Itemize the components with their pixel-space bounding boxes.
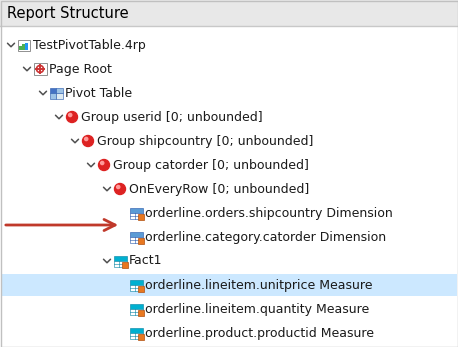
Bar — [137, 237, 143, 244]
Bar — [130, 213, 142, 219]
Bar — [137, 213, 143, 220]
Text: Group catorder [0; unbounded]: Group catorder [0; unbounded] — [113, 159, 309, 171]
Circle shape — [98, 160, 109, 170]
Bar — [114, 255, 126, 261]
Text: TestPivotTable.4rp: TestPivotTable.4rp — [33, 39, 146, 51]
Circle shape — [114, 184, 125, 195]
Bar — [114, 261, 126, 266]
Bar — [0, 0, 458, 26]
Bar — [19, 46, 22, 50]
Circle shape — [101, 161, 104, 164]
Bar — [137, 286, 143, 291]
Text: orderline.product.productid Measure: orderline.product.productid Measure — [145, 327, 374, 339]
Bar — [130, 328, 142, 333]
Bar — [130, 231, 142, 237]
Bar — [121, 262, 127, 268]
Text: OnEveryRow [0; unbounded]: OnEveryRow [0; unbounded] — [129, 183, 309, 195]
Circle shape — [117, 185, 120, 189]
Text: Report Structure: Report Structure — [7, 6, 129, 20]
Text: orderline.lineitem.unitprice Measure: orderline.lineitem.unitprice Measure — [145, 279, 372, 291]
Text: orderline.orders.shipcountry Dimension: orderline.orders.shipcountry Dimension — [145, 206, 393, 220]
Bar — [22, 44, 25, 50]
Circle shape — [69, 113, 72, 117]
Bar — [130, 237, 142, 243]
Circle shape — [82, 135, 93, 146]
Bar — [1, 274, 457, 296]
Bar — [130, 309, 142, 314]
Bar — [49, 87, 56, 93]
Text: Group shipcountry [0; unbounded]: Group shipcountry [0; unbounded] — [97, 135, 313, 147]
Bar — [49, 93, 56, 99]
Bar — [137, 310, 143, 315]
Bar — [130, 208, 142, 213]
Bar — [56, 87, 62, 93]
Text: Page Root: Page Root — [49, 62, 112, 76]
Bar — [25, 43, 28, 50]
Bar — [56, 93, 62, 99]
Bar — [137, 333, 143, 339]
Text: Pivot Table: Pivot Table — [65, 86, 132, 100]
Bar — [130, 285, 142, 290]
Text: Group userid [0; unbounded]: Group userid [0; unbounded] — [81, 110, 262, 124]
Bar — [130, 279, 142, 285]
Circle shape — [66, 111, 77, 122]
Bar — [18, 40, 30, 51]
Bar — [33, 63, 47, 75]
Circle shape — [85, 137, 88, 141]
Text: orderline.lineitem.quantity Measure: orderline.lineitem.quantity Measure — [145, 303, 369, 315]
Text: Fact1: Fact1 — [129, 254, 163, 268]
Bar — [130, 304, 142, 309]
Bar — [130, 333, 142, 339]
Text: orderline.category.catorder Dimension: orderline.category.catorder Dimension — [145, 230, 386, 244]
